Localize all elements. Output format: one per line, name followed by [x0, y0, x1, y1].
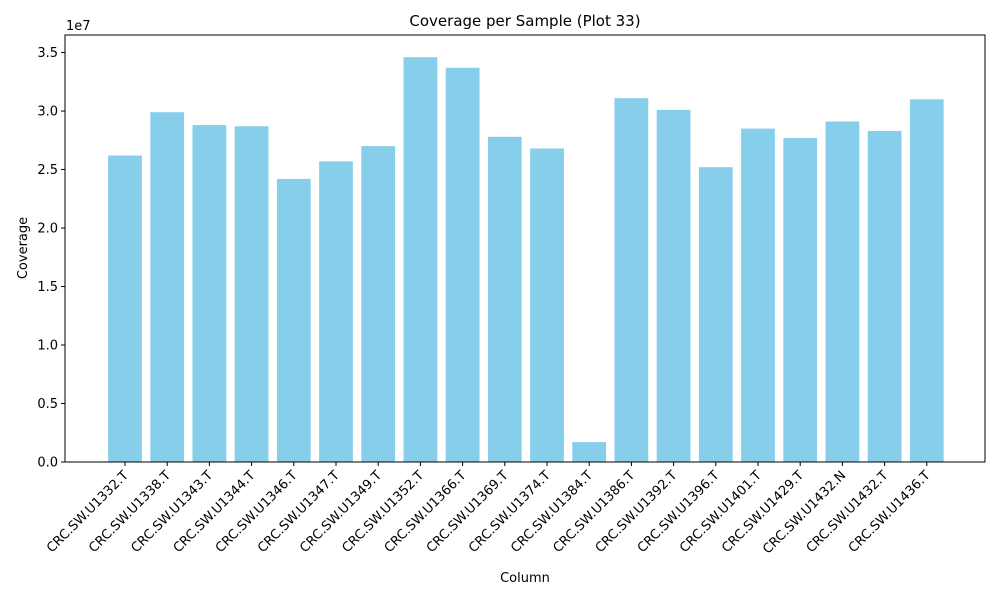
bar-CRC.SW.U1343.T: [192, 125, 227, 462]
bar-CRC.SW.U1352.T: [403, 57, 438, 462]
bar-CRC.SW.U1332.T: [108, 155, 142, 462]
y-offset-label: 1e7: [66, 19, 91, 34]
y-axis-title: Coverage: [16, 217, 31, 279]
bars-group: [108, 57, 944, 463]
bar-CRC.SW.U1429.T: [783, 137, 818, 462]
y-tick-label: 2.0: [37, 222, 58, 237]
bar-CRC.SW.U1369.T: [487, 136, 522, 462]
y-axis: 0.0 0.5 1.0 1.5 2.0 2.5 3.0 3.5: [37, 46, 65, 471]
y-tick-label: 0.5: [37, 397, 58, 412]
x-axis-title: Column: [500, 571, 550, 586]
y-tick-label: 1.0: [37, 339, 58, 354]
bar-CRC.SW.U1366.T: [445, 67, 480, 462]
bar-CRC.SW.U1396.T: [698, 167, 733, 462]
bar-CRC.SW.U1349.T: [361, 146, 396, 462]
chart-title: Coverage per Sample (Plot 33): [409, 12, 640, 30]
bar-CRC.SW.U1392.T: [656, 109, 691, 463]
bar-CRC.SW.U1344.T: [234, 126, 269, 462]
bar-CRC.SW.U1347.T: [319, 161, 353, 462]
x-axis: CRC.SW.U1332.TCRC.SW.U1338.TCRC.SW.U1343…: [44, 462, 934, 557]
x-tick-label: CRC.SW.U1436.T: [846, 468, 934, 556]
bar-CRC.SW.U1436.T: [909, 99, 944, 462]
y-tick-label: 1.5: [37, 280, 58, 295]
bar-CRC.SW.U1374.T: [530, 148, 564, 463]
y-tick-label: 0.0: [37, 456, 58, 471]
plot-frame: [64, 34, 986, 463]
y-tick-label: 3.0: [37, 105, 58, 120]
bar-CRC.SW.U1346.T: [276, 178, 311, 462]
bar-CRC.SW.U1432.N: [825, 121, 860, 462]
bar-CRC.SW.U1432.T: [867, 130, 902, 462]
bar-CRC.SW.U1401.T: [741, 128, 775, 462]
bar-CRC.SW.U1384.T: [572, 442, 607, 462]
y-tick-label: 3.5: [37, 46, 58, 61]
bar-CRC.SW.U1386.T: [614, 98, 649, 463]
y-tick-label: 2.5: [37, 163, 58, 178]
bar-CRC.SW.U1338.T: [150, 112, 185, 463]
